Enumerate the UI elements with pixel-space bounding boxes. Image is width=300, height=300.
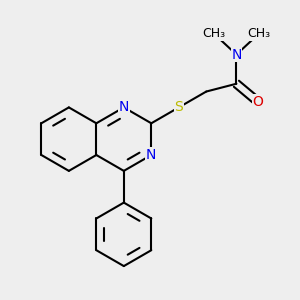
Text: N: N [118, 100, 129, 114]
Text: N: N [231, 47, 242, 61]
Text: O: O [252, 95, 263, 109]
Text: S: S [174, 100, 183, 114]
Text: N: N [146, 148, 157, 162]
Text: CH₃: CH₃ [247, 27, 270, 40]
Text: CH₃: CH₃ [202, 27, 226, 40]
